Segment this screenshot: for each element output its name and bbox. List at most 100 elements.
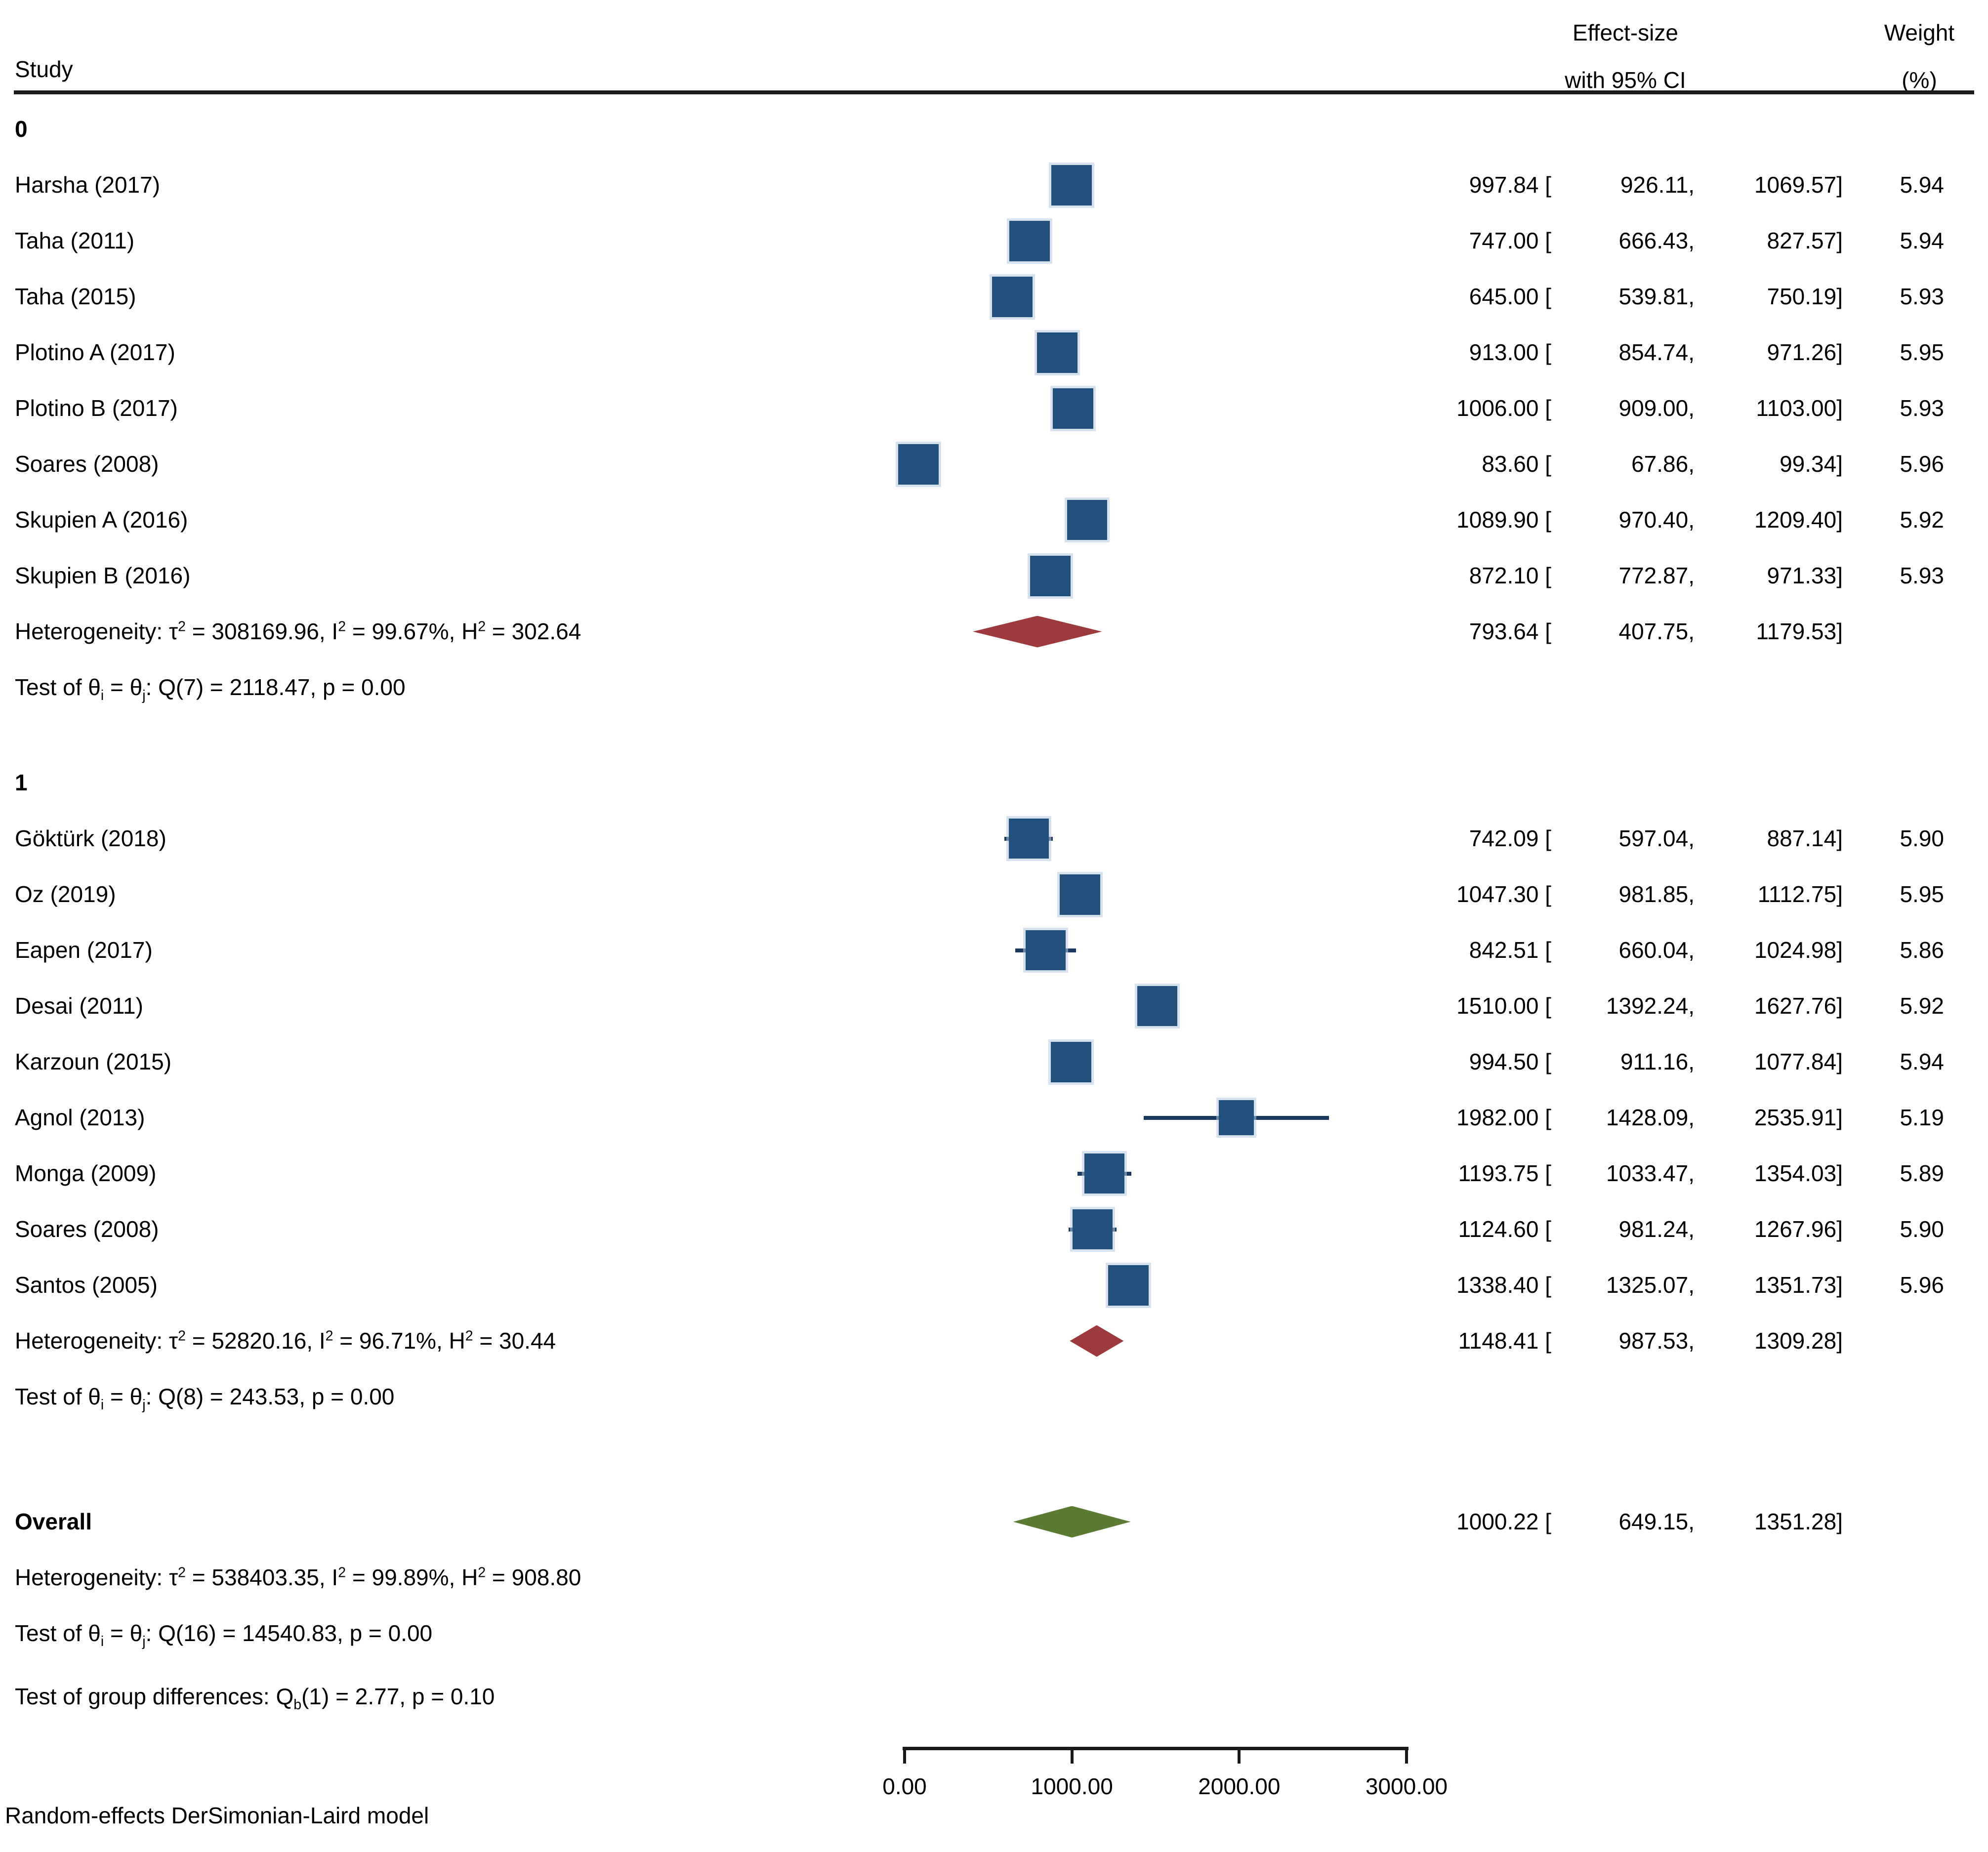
- study-row: Plotino B (2017) 1006.00 [909.00, 1103.00]…: [0, 380, 1988, 436]
- study-name: Soares (2008): [15, 1216, 159, 1242]
- study-name: Agnol (2013): [15, 1105, 145, 1130]
- ci-upper: 1267.96]: [1754, 1216, 1843, 1242]
- study-row: Soares (2008) 83.60 [67.86, 99.34] 5.96: [0, 436, 1988, 492]
- effect-estimate: 1000.22 [: [1456, 1509, 1551, 1534]
- effect-estimate: 1338.40 [: [1456, 1272, 1551, 1298]
- study-row: Harsha (2017) 997.84 [926.11, 1069.57] 5.94: [0, 157, 1988, 213]
- ci-upper: 971.26]: [1767, 339, 1843, 365]
- effect-square: [992, 276, 1033, 317]
- effect-square: [1108, 1265, 1149, 1306]
- study-name: Skupien A (2016): [15, 507, 188, 533]
- ci-lower: 660.04,: [1618, 937, 1695, 963]
- overall-row: Overall 1000.22 [649.15, 1351.28]: [0, 1494, 1988, 1550]
- effect-estimate: 842.51 [: [1469, 937, 1551, 963]
- weight-value: 5.96: [1900, 451, 1944, 477]
- study-row: Plotino A (2017) 913.00 [854.74, 971.26] 5.…: [0, 325, 1988, 380]
- column-header-weight-line2: (%): [1902, 67, 1937, 93]
- x-axis-tick: [1238, 1747, 1241, 1764]
- study-name: Harsha (2017): [15, 172, 161, 198]
- group-summary-row: Heterogeneity: τ2 = 52820.16, I2 = 96.71…: [0, 1313, 1988, 1369]
- study-name: Karzoun (2015): [15, 1049, 172, 1074]
- group-difference-stats-row: Test of group differences: Qb(1) = 2.77,…: [0, 1669, 1988, 1725]
- effect-estimate: 645.00 [: [1469, 284, 1551, 309]
- ci-upper: 1354.03]: [1754, 1160, 1843, 1186]
- test-stats-row: Test of θi = θj: Q(7) = 2118.47, p = 0.0…: [0, 659, 1988, 715]
- x-axis-line: [903, 1747, 1408, 1750]
- test-stats-row: Test of θi = θj: Q(8) = 243.53, p = 0.00: [0, 1369, 1988, 1425]
- ci-lower: 1392.24,: [1606, 993, 1695, 1019]
- x-axis-tick: [1405, 1747, 1408, 1764]
- column-header-weight: Weight (%): [1848, 9, 1988, 104]
- ci-upper: 887.14]: [1767, 825, 1843, 851]
- effect-square: [1137, 986, 1177, 1026]
- study-row: Desai (2011) 1510.00 [1392.24, 1627.76] 5.9…: [0, 978, 1988, 1034]
- effect-square: [1025, 930, 1066, 970]
- study-name: Taha (2015): [15, 284, 136, 309]
- effect-estimate: 1047.30 [: [1456, 881, 1551, 907]
- effect-estimate: 1006.00 [: [1456, 395, 1551, 421]
- weight-value: 5.90: [1900, 1216, 1944, 1242]
- ci-upper: 1351.73]: [1754, 1272, 1843, 1298]
- weight-value: 5.89: [1900, 1160, 1944, 1186]
- group-summary-row: Heterogeneity: τ2 = 308169.96, I2 = 99.6…: [0, 604, 1988, 659]
- ci-upper: 1209.40]: [1754, 507, 1843, 533]
- column-header-study: Study: [15, 56, 73, 82]
- study-name: Göktürk (2018): [15, 825, 166, 851]
- effect-estimate: 994.50 [: [1469, 1049, 1551, 1074]
- study-name: Taha (2011): [15, 228, 135, 253]
- group-label-row: 1: [0, 755, 1988, 811]
- effect-estimate: 793.64 [: [1469, 618, 1551, 644]
- ci-lower: 649.15,: [1618, 1509, 1695, 1534]
- study-name: Skupien B (2016): [15, 563, 191, 588]
- weight-value: 5.92: [1900, 993, 1944, 1019]
- effect-square: [1051, 165, 1092, 206]
- group-label: 1: [15, 770, 28, 795]
- weight-value: 5.92: [1900, 507, 1944, 533]
- study-name: Plotino B (2017): [15, 395, 178, 421]
- overall-diamond: [1013, 1506, 1131, 1538]
- weight-value: 5.95: [1900, 339, 1944, 365]
- header-divider: [14, 90, 1974, 94]
- column-header-weight-line1: Weight: [1884, 20, 1955, 45]
- ci-lower: 772.87,: [1618, 563, 1695, 588]
- study-name: Desai (2011): [15, 993, 143, 1019]
- column-header-effect-size: Effect-size with 95% CI: [1408, 9, 1843, 104]
- weight-value: 5.19: [1900, 1105, 1944, 1130]
- model-footnote: Random-effects DerSimonian-Laird model: [5, 1803, 429, 1828]
- x-axis-tick-label: 2000.00: [1198, 1773, 1281, 1799]
- ci-upper: 1627.76]: [1754, 993, 1843, 1019]
- ci-upper: 1351.28]: [1754, 1509, 1843, 1534]
- test-stats: Test of θi = θj: Q(7) = 2118.47, p = 0.0…: [15, 674, 406, 704]
- effect-square: [1084, 1153, 1124, 1194]
- weight-value: 5.93: [1900, 284, 1944, 309]
- ci-lower: 666.43,: [1618, 228, 1695, 253]
- ci-upper: 1112.75]: [1757, 881, 1843, 907]
- ci-lower: 911.16,: [1620, 1049, 1695, 1074]
- study-row: Skupien B (2016) 872.10 [772.87, 971.33] 5.…: [0, 548, 1988, 604]
- column-header-effect-size-line2: with 95% CI: [1565, 67, 1686, 93]
- column-header-effect-size-line1: Effect-size: [1573, 20, 1678, 45]
- effect-square: [1067, 500, 1107, 540]
- x-axis-tick: [1070, 1747, 1074, 1764]
- study-row: Taha (2011) 747.00 [666.43, 827.57] 5.94: [0, 213, 1988, 269]
- test-stats: Test of θi = θj: Q(8) = 243.53, p = 0.00: [15, 1384, 395, 1413]
- overall-test-stats-row: Test of θi = θj: Q(16) = 14540.83, p = 0…: [0, 1605, 1988, 1661]
- weight-value: 5.95: [1900, 881, 1944, 907]
- ci-lower: 926.11,: [1620, 172, 1695, 198]
- study-row: Eapen (2017) 842.51 [660.04, 1024.98] 5.86: [0, 922, 1988, 978]
- effect-square: [1059, 874, 1100, 915]
- ci-lower: 981.85,: [1618, 881, 1695, 907]
- x-axis-tick: [903, 1747, 906, 1764]
- weight-value: 5.93: [1900, 395, 1944, 421]
- study-name: Monga (2009): [15, 1160, 157, 1186]
- ci-upper: 1103.00]: [1756, 395, 1843, 421]
- overall-heterogeneity-stats-row: Heterogeneity: τ2 = 538403.35, I2 = 99.8…: [0, 1550, 1988, 1605]
- ci-lower: 854.74,: [1618, 339, 1695, 365]
- effect-estimate: 913.00 [: [1469, 339, 1551, 365]
- study-row: Agnol (2013) 1982.00 [1428.09, 2535.91] 5.1…: [0, 1090, 1988, 1146]
- ci-upper: 1309.28]: [1754, 1328, 1843, 1354]
- effect-estimate: 1124.60 [: [1458, 1216, 1551, 1242]
- study-row: Göktürk (2018) 742.09 [597.04, 887.14] 5.90: [0, 811, 1988, 866]
- group-label: 0: [15, 116, 28, 142]
